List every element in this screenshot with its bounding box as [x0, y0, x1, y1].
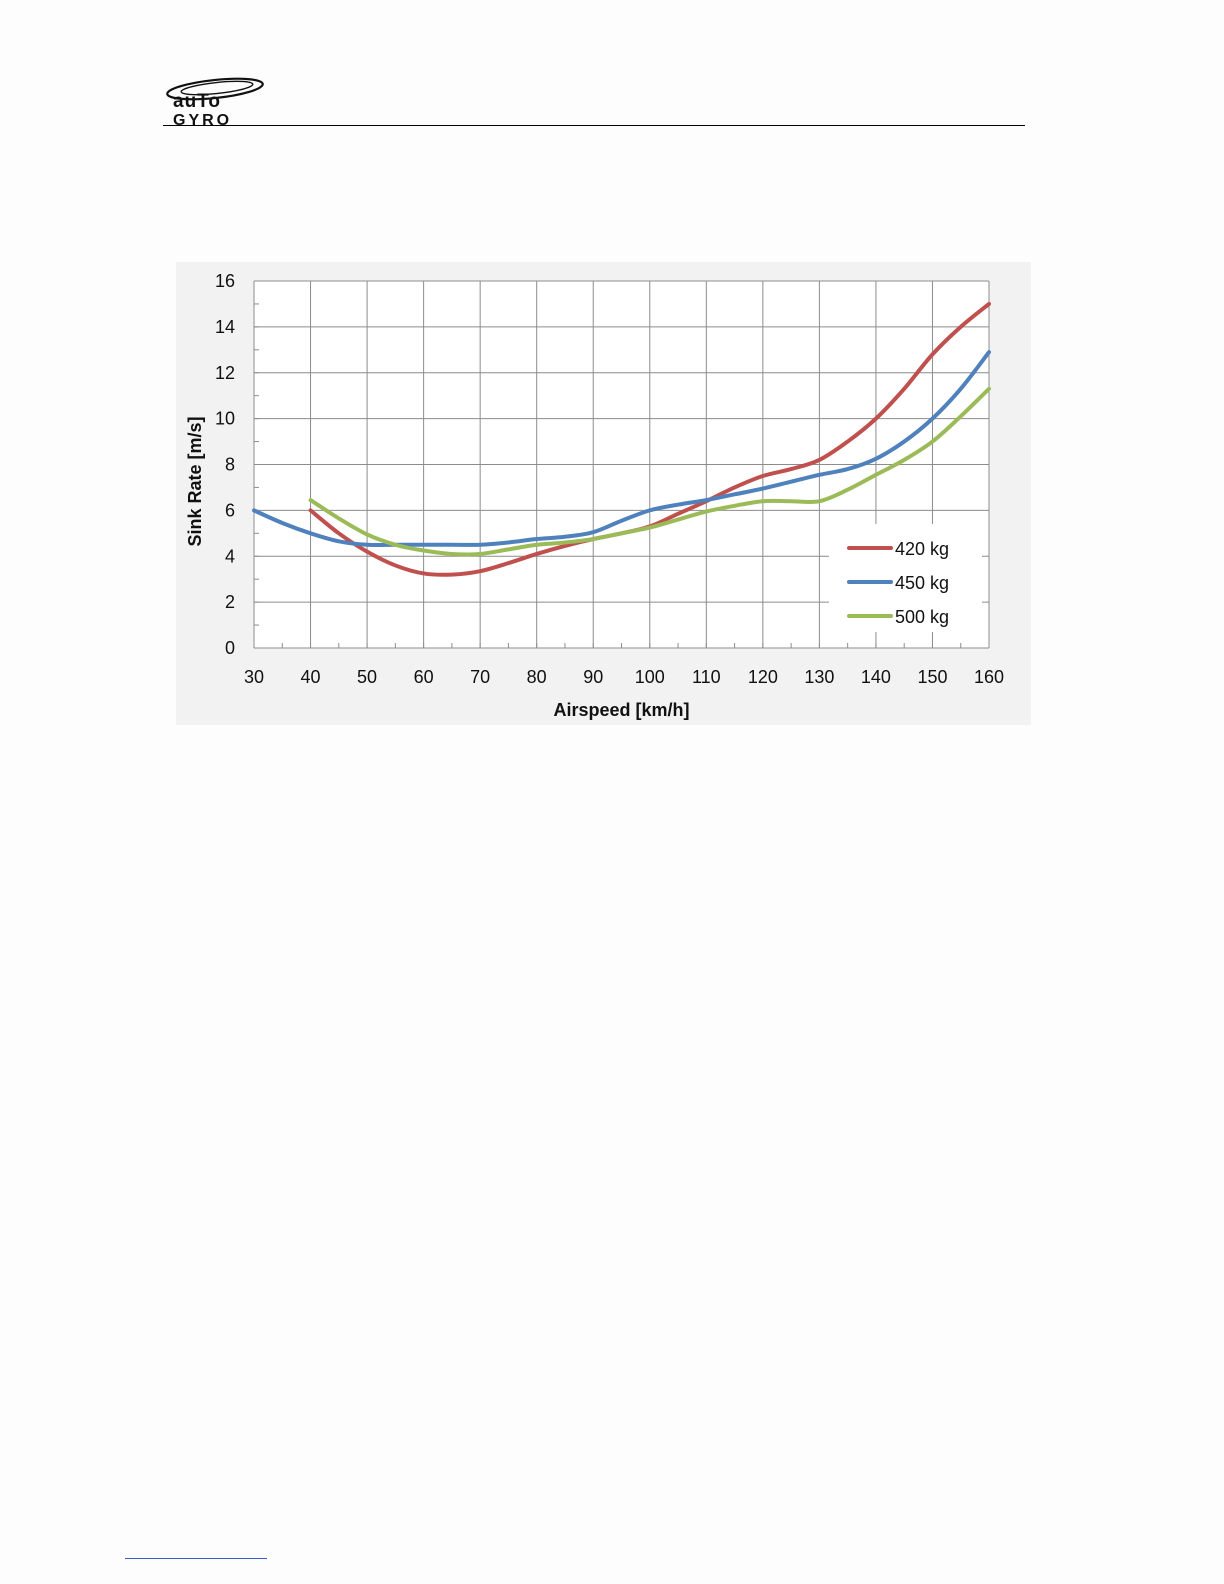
x-tick-label: 30 — [244, 667, 264, 687]
x-tick-label: 120 — [748, 667, 778, 687]
x-axis-title: Airspeed [km/h] — [553, 700, 689, 720]
y-tick-label: 0 — [225, 638, 235, 658]
x-tick-label: 130 — [804, 667, 834, 687]
x-tick-label: 110 — [692, 667, 721, 687]
series-line-1 — [252, 350, 991, 548]
x-tick-label: 100 — [635, 667, 665, 687]
y-tick-label: 4 — [225, 546, 235, 566]
logo-line2: GYRO — [173, 112, 232, 129]
y-tick-label: 2 — [225, 592, 235, 612]
x-tick-label: 140 — [861, 667, 891, 687]
x-tick-labels: 30 40 50 60 70 80 90 100 110 120 130 140 150 160 — [244, 667, 1004, 687]
x-tick-label: 90 — [583, 667, 603, 687]
x-tick-label: 60 — [414, 667, 434, 687]
y-tick-label: 6 — [225, 500, 235, 520]
sink-rate-chart: 30 40 50 60 70 80 90 100 110 120 130 140 150 160 0 2 4 6… — [185, 271, 1004, 720]
y-tick-labels: 0 2 4 6 8 10 12 14 16 — [215, 271, 235, 658]
y-tick-label: 14 — [215, 317, 235, 337]
x-tick-label: 80 — [527, 667, 547, 687]
x-tick-label: 150 — [917, 667, 947, 687]
legend-label: 500 kg — [895, 607, 949, 627]
series-line-2 — [308, 386, 991, 557]
y-tick-label: 10 — [215, 409, 235, 429]
logo-line1: auTo — [173, 91, 221, 112]
legend: 420 kg 450 kg 500 kg — [829, 524, 982, 632]
x-tick-label: 40 — [301, 667, 321, 687]
x-tick-label: 70 — [470, 667, 490, 687]
footnote-divider — [125, 1558, 267, 1559]
y-tick-label: 16 — [215, 271, 235, 291]
y-tick-label: 12 — [215, 363, 235, 383]
y-axis-title: Sink Rate [m/s] — [185, 416, 205, 546]
header-divider — [163, 125, 1025, 126]
y-tick-label: 8 — [225, 455, 235, 475]
x-tick-label: 50 — [357, 667, 377, 687]
x-tick-label: 160 — [974, 667, 1004, 687]
legend-label: 450 kg — [895, 573, 949, 593]
series-lines — [252, 301, 991, 577]
autogyro-logo: auTo GYRO — [166, 77, 264, 129]
legend-label: 420 kg — [895, 539, 949, 559]
